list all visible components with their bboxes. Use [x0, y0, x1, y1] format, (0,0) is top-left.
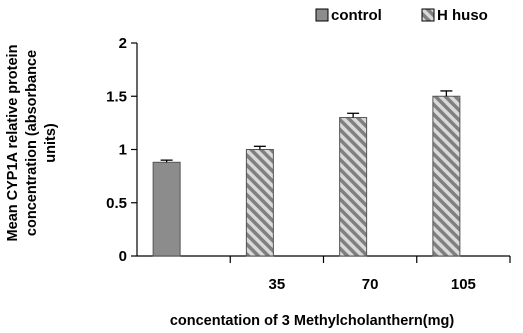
bar-h-huso-1 — [245, 149, 274, 257]
bar-control-0 — [152, 161, 181, 257]
x-tick-label: 105 — [451, 276, 476, 293]
plot-area: 0 0.5 1 1.5 2 35 70 105 — [106, 35, 511, 293]
y-tick-label: 0 — [119, 248, 127, 265]
legend-swatch-control — [315, 8, 329, 22]
y-tick-label: 1.5 — [106, 88, 127, 105]
y-tick-label: 2 — [119, 35, 127, 52]
legend-label-control: control — [331, 7, 382, 24]
y-axis-title-line-2: concentration (absorbance — [24, 50, 40, 236]
x-tick-label: 70 — [362, 276, 379, 293]
y-axis-title-line-1: Mean CYP1A relative protein — [5, 45, 21, 242]
legend-label-h-huso: H huso — [437, 7, 488, 24]
legend-swatch-h-huso — [421, 8, 435, 22]
bar-h-huso-2 — [339, 117, 368, 257]
y-tick-label: 0.5 — [106, 195, 127, 212]
x-tick-label: 35 — [269, 276, 286, 293]
legend: control H huso — [315, 7, 488, 24]
y-axis-title-line-3: units) — [43, 123, 59, 163]
bar-h-huso-3 — [432, 95, 461, 257]
y-axis-title: Mean CYP1A relative protein concentratio… — [5, 45, 59, 242]
x-axis-title: concentation of 3 Methylcholanthern(mg) — [170, 313, 455, 329]
y-tick-label: 1 — [119, 142, 127, 159]
